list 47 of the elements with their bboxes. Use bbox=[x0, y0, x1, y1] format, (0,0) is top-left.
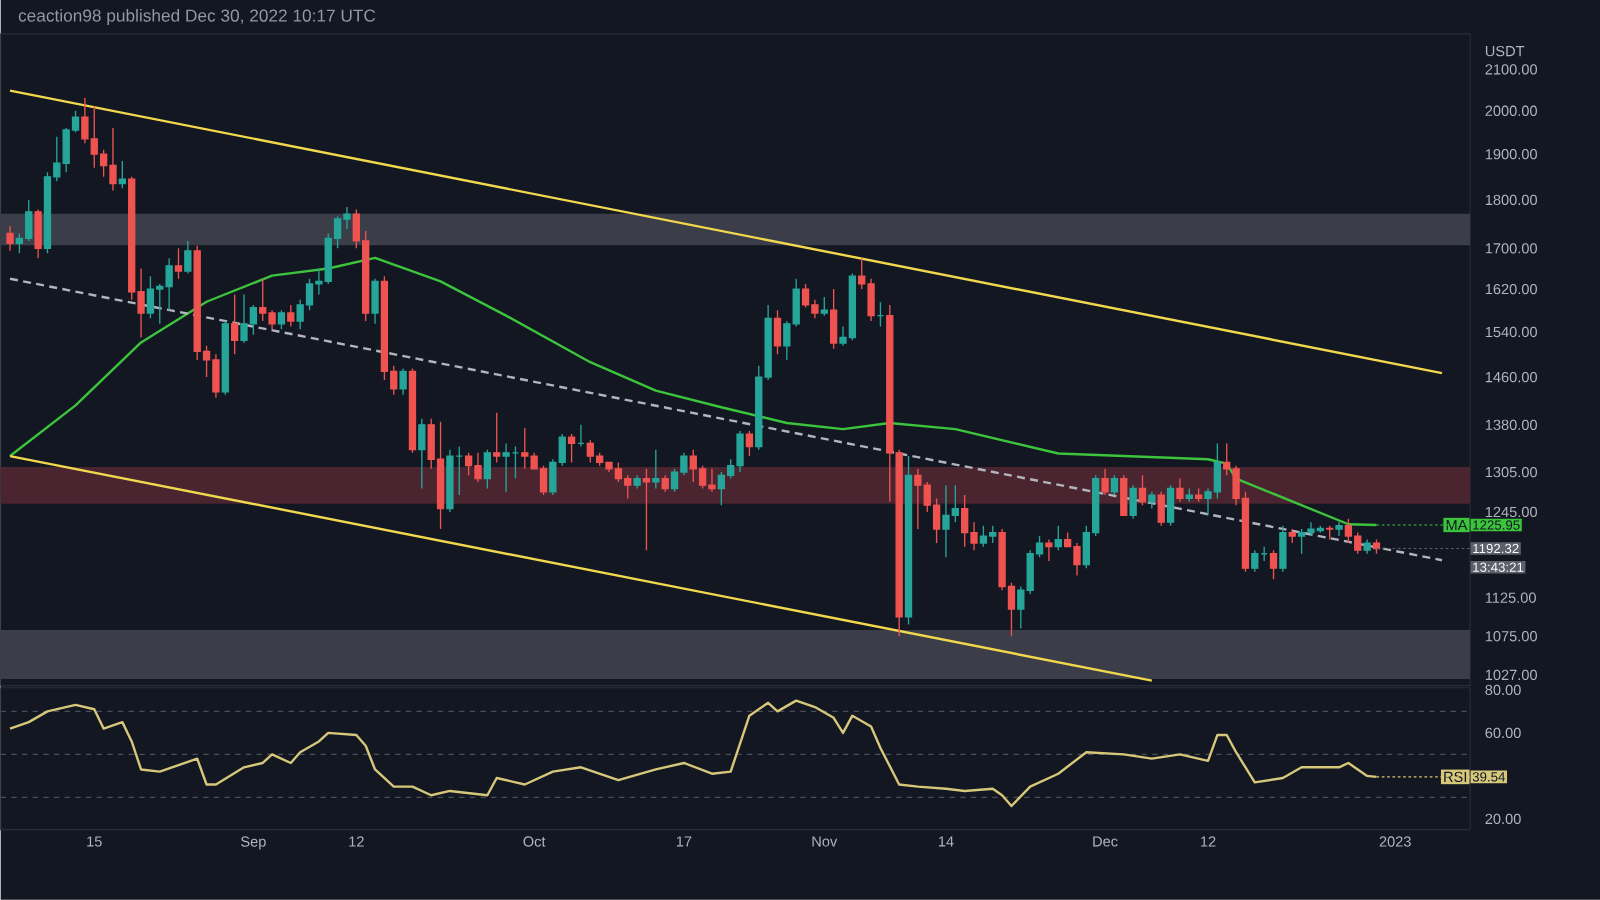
candlestick bbox=[418, 418, 426, 490]
candlestick bbox=[436, 421, 445, 530]
candlestick bbox=[829, 288, 838, 350]
candlestick bbox=[184, 240, 192, 275]
candlestick bbox=[371, 278, 379, 325]
candlestick bbox=[446, 449, 454, 513]
candlestick bbox=[6, 225, 14, 252]
candlestick bbox=[642, 468, 651, 552]
candlestick bbox=[652, 449, 660, 490]
candlestick bbox=[174, 247, 183, 280]
candlestick bbox=[1045, 539, 1053, 562]
candlestick bbox=[399, 368, 407, 396]
candlestick bbox=[1054, 525, 1062, 552]
candlestick bbox=[577, 424, 585, 448]
candlestick bbox=[1251, 549, 1259, 573]
candlestick bbox=[1288, 528, 1296, 544]
candlestick bbox=[820, 296, 828, 317]
candlestick bbox=[1363, 539, 1371, 555]
candlestick bbox=[1269, 549, 1278, 580]
candlestick bbox=[1129, 484, 1137, 520]
candlestick bbox=[483, 449, 492, 490]
candlestick bbox=[876, 301, 885, 328]
candlestick bbox=[979, 525, 988, 548]
candlestick bbox=[287, 304, 295, 328]
candlestick bbox=[661, 474, 669, 493]
candlestick bbox=[1194, 487, 1203, 503]
candlestick bbox=[1326, 525, 1334, 541]
candlestick bbox=[745, 430, 754, 457]
candlestick bbox=[1335, 521, 1343, 537]
candlestick bbox=[1372, 539, 1381, 555]
candlestick bbox=[1185, 487, 1193, 503]
chart-title: ceaction98 published Dec 30, 2022 10:17 UTC bbox=[18, 9, 376, 26]
candlestick bbox=[277, 309, 286, 331]
candlestick bbox=[633, 474, 641, 490]
candlestick bbox=[230, 293, 239, 356]
candlestick bbox=[1157, 491, 1165, 527]
candlestick bbox=[1101, 468, 1109, 496]
candlestick bbox=[34, 208, 42, 260]
candlestick bbox=[1148, 491, 1156, 510]
candlestick bbox=[1279, 525, 1287, 573]
candlestick bbox=[146, 275, 155, 320]
candlestick bbox=[118, 160, 126, 190]
candlestick bbox=[567, 433, 576, 464]
candlestick bbox=[1138, 474, 1147, 507]
candlestick bbox=[1176, 478, 1184, 503]
candlestick bbox=[502, 442, 510, 493]
candlestick bbox=[493, 412, 501, 464]
